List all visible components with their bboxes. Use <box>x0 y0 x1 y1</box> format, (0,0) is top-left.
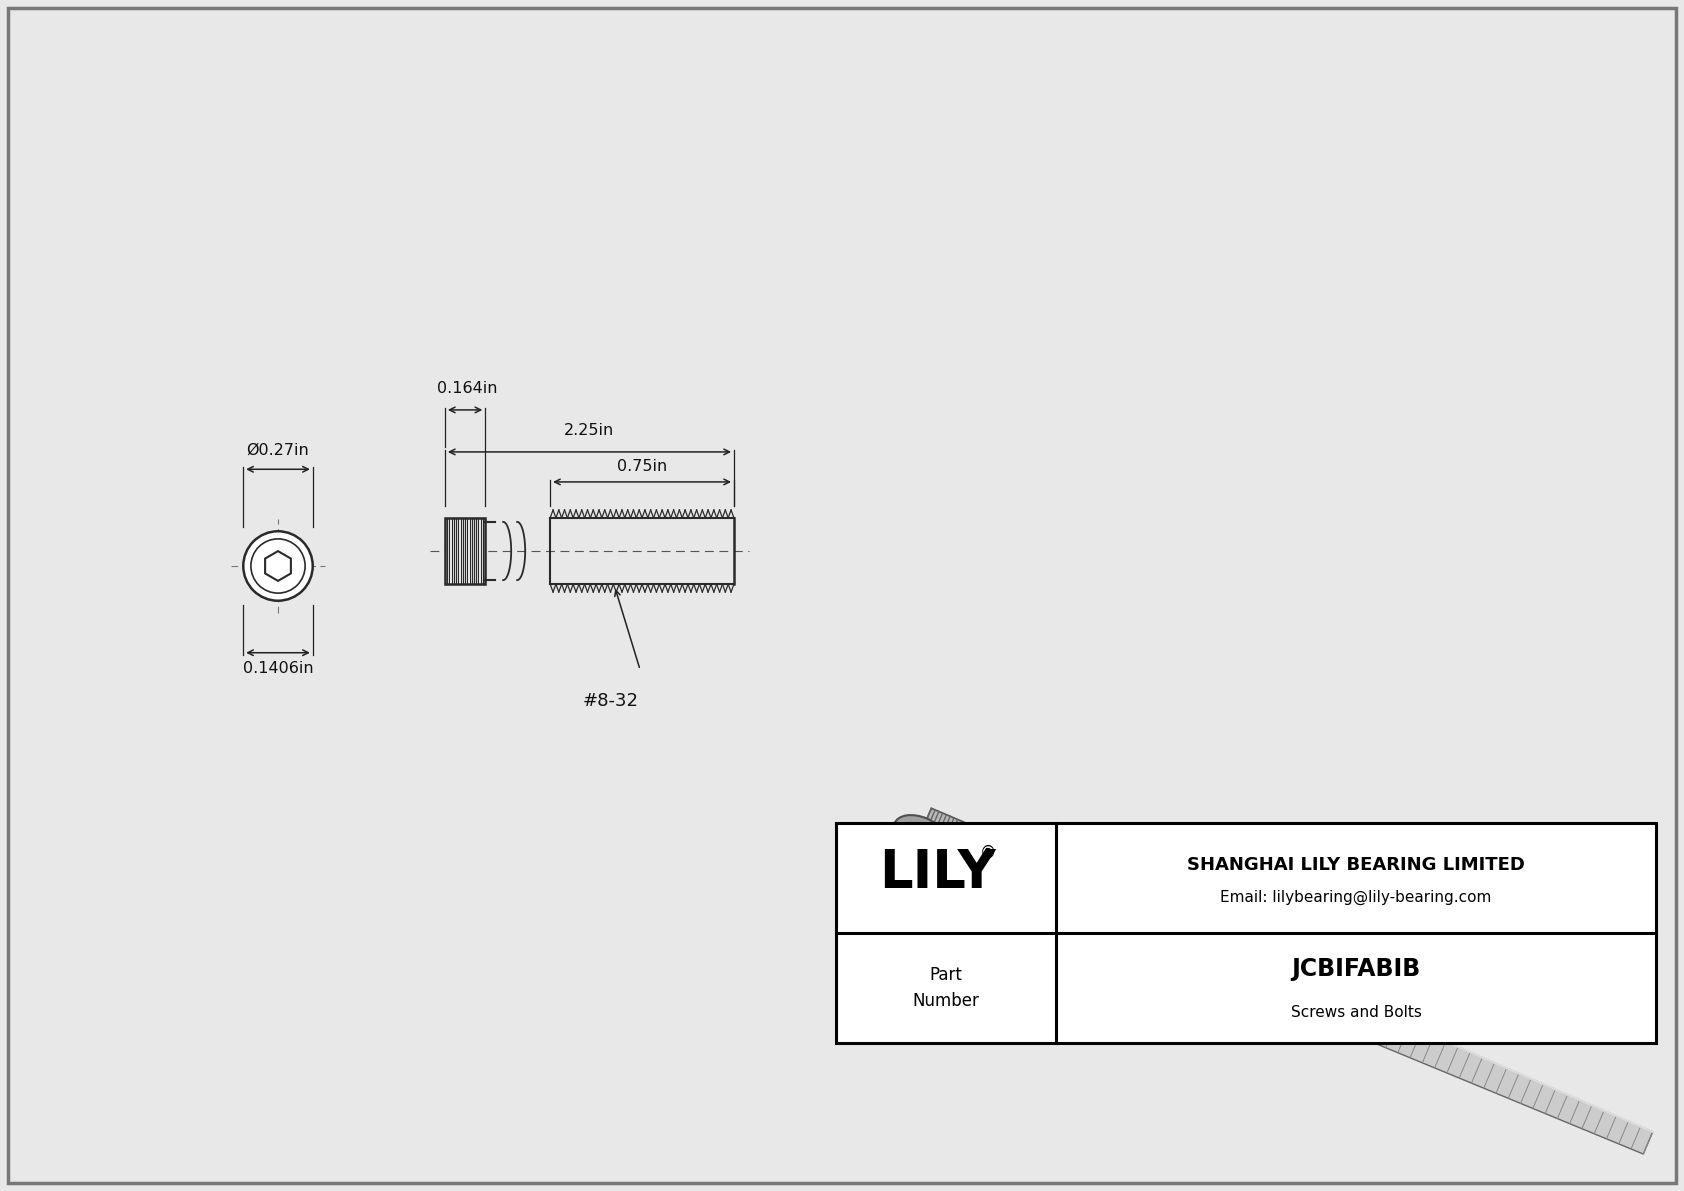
Text: Ø0.27in: Ø0.27in <box>246 442 310 457</box>
Polygon shape <box>264 551 291 581</box>
Text: 0.75in: 0.75in <box>616 459 667 474</box>
Circle shape <box>251 538 305 593</box>
Text: JCBIFABIB: JCBIFABIB <box>1292 958 1421 981</box>
Polygon shape <box>909 853 995 894</box>
Bar <box>445 518 485 584</box>
Text: 0.164in: 0.164in <box>438 381 497 395</box>
Bar <box>22 36 1660 818</box>
Text: LILY: LILY <box>879 847 997 899</box>
Ellipse shape <box>894 815 946 853</box>
Text: Part
Number: Part Number <box>913 967 980 1010</box>
Polygon shape <box>916 825 925 843</box>
Text: ®: ® <box>980 844 997 862</box>
Text: #8-32: #8-32 <box>583 692 638 710</box>
Text: Email: lilybearing@lily-bearing.com: Email: lilybearing@lily-bearing.com <box>1221 890 1492 905</box>
Circle shape <box>242 531 313 600</box>
Polygon shape <box>909 809 1014 894</box>
Text: Screws and Bolts: Screws and Bolts <box>1290 1005 1421 1019</box>
Bar <box>22 36 1660 1043</box>
Text: SHANGHAI LILY BEARING LIMITED: SHANGHAI LILY BEARING LIMITED <box>1187 856 1526 874</box>
Text: 0.1406in: 0.1406in <box>242 661 313 675</box>
Bar <box>835 823 1655 1043</box>
Polygon shape <box>1005 855 1652 1154</box>
Text: 2.25in: 2.25in <box>564 423 615 438</box>
